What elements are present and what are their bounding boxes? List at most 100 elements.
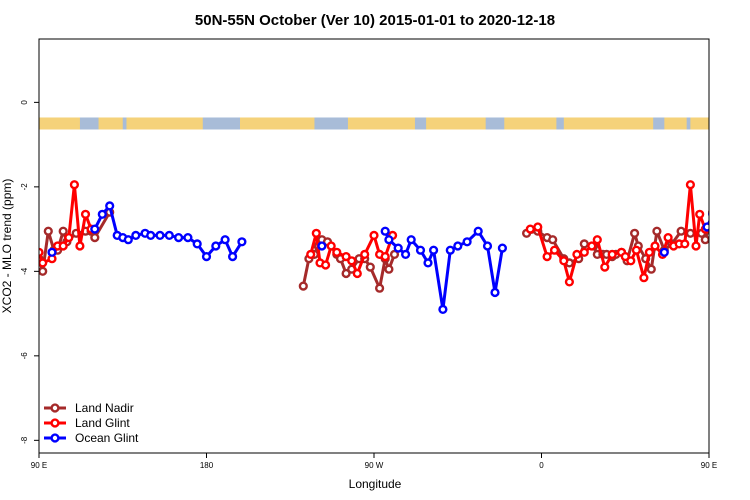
data-point [131, 230, 141, 241]
data-point [39, 247, 44, 257]
data-point [579, 247, 589, 257]
x-tick-label: 180 [200, 461, 214, 470]
data-point [490, 287, 500, 298]
data-point [237, 237, 247, 247]
x-tick-label: 90 W [365, 461, 384, 470]
data-point [380, 226, 390, 236]
data-point [47, 247, 57, 257]
series-line [39, 183, 93, 265]
data-point [626, 256, 636, 266]
data-point [58, 241, 68, 251]
data-point [298, 281, 308, 291]
data-point [90, 224, 100, 234]
y-tick-label: -6 [20, 352, 29, 360]
series-line [705, 218, 709, 228]
data-point [228, 252, 238, 262]
data-point [64, 233, 74, 243]
data-point [702, 222, 709, 232]
data-point [211, 241, 221, 251]
legend-marker [50, 418, 60, 428]
x-tick-label: 90 E [31, 461, 47, 470]
data-point [708, 209, 709, 215]
plot-frame [38, 38, 710, 454]
data-point [730, 234, 737, 241]
data-point [311, 228, 321, 238]
data-point [105, 201, 115, 211]
data-point [592, 235, 602, 245]
data-point [90, 233, 100, 243]
data-point [572, 249, 582, 260]
data-point [629, 228, 640, 238]
legend-item: Land Nadir [44, 401, 134, 415]
data-point [352, 268, 362, 279]
data-point [75, 241, 85, 251]
legend-item: Ocean Glint [44, 431, 139, 445]
data-point [39, 258, 48, 268]
data-point [695, 209, 705, 219]
data-point [453, 241, 463, 251]
data-point [360, 249, 370, 260]
legend-label: Ocean Glint [75, 431, 139, 445]
data-point [174, 233, 184, 243]
series-line [383, 229, 504, 311]
data-point [423, 258, 433, 268]
data-point [631, 245, 642, 255]
data-point [306, 249, 316, 260]
data-point [384, 235, 394, 245]
data-point [685, 228, 696, 238]
data-point [69, 180, 80, 190]
data-point [155, 230, 165, 241]
data-point [401, 249, 411, 260]
data-point [326, 241, 336, 251]
data-point [192, 239, 202, 249]
data-point [717, 203, 724, 210]
data-point [676, 226, 686, 236]
data-point [347, 256, 357, 266]
x-axis: 90 E 180 90 W 0 90 E [31, 453, 717, 470]
strip-land [39, 117, 80, 130]
data-point [384, 264, 394, 274]
data-point [607, 249, 617, 260]
data-point [164, 230, 174, 241]
legend-marker [50, 433, 60, 443]
data-point [97, 209, 107, 219]
strip-land [98, 117, 123, 130]
x-axis-label: Longitude [349, 477, 402, 491]
data-point [691, 241, 701, 251]
data-point [482, 241, 493, 251]
data-point [365, 262, 375, 272]
y-axis: 0 -2 -4 -6 -8 [20, 100, 39, 444]
data-point [735, 232, 742, 239]
data-point [146, 230, 156, 241]
data-point [533, 222, 543, 232]
y-axis-label: XCO2 - MLO trend (ppm) [0, 179, 14, 314]
x-tick-label: 90 E [701, 461, 717, 470]
data-point [80, 209, 91, 219]
data-point [321, 260, 331, 270]
data-point [650, 241, 660, 251]
data-point [700, 235, 709, 245]
y-tick-label: -8 [20, 436, 29, 444]
strip-land [563, 117, 654, 130]
data-point [708, 211, 709, 218]
data-point [369, 230, 379, 241]
chart-title: 50N-55N October (Ver 10) 2015-01-01 to 2… [195, 12, 555, 29]
data-point [393, 243, 403, 253]
strip-land [504, 117, 557, 130]
strip-land [426, 117, 486, 130]
data-point [375, 283, 385, 293]
data-point [220, 235, 230, 245]
surface-strip [39, 117, 709, 130]
data-point [317, 241, 327, 251]
legend-label: Land Nadir [75, 401, 134, 415]
data-point [389, 249, 400, 260]
strip-land [240, 117, 315, 130]
data-point [685, 180, 696, 190]
data-point [123, 235, 133, 245]
data-point [341, 252, 351, 262]
y-tick-label: 0 [20, 100, 29, 105]
data-point [39, 266, 48, 276]
data-point [564, 277, 575, 287]
